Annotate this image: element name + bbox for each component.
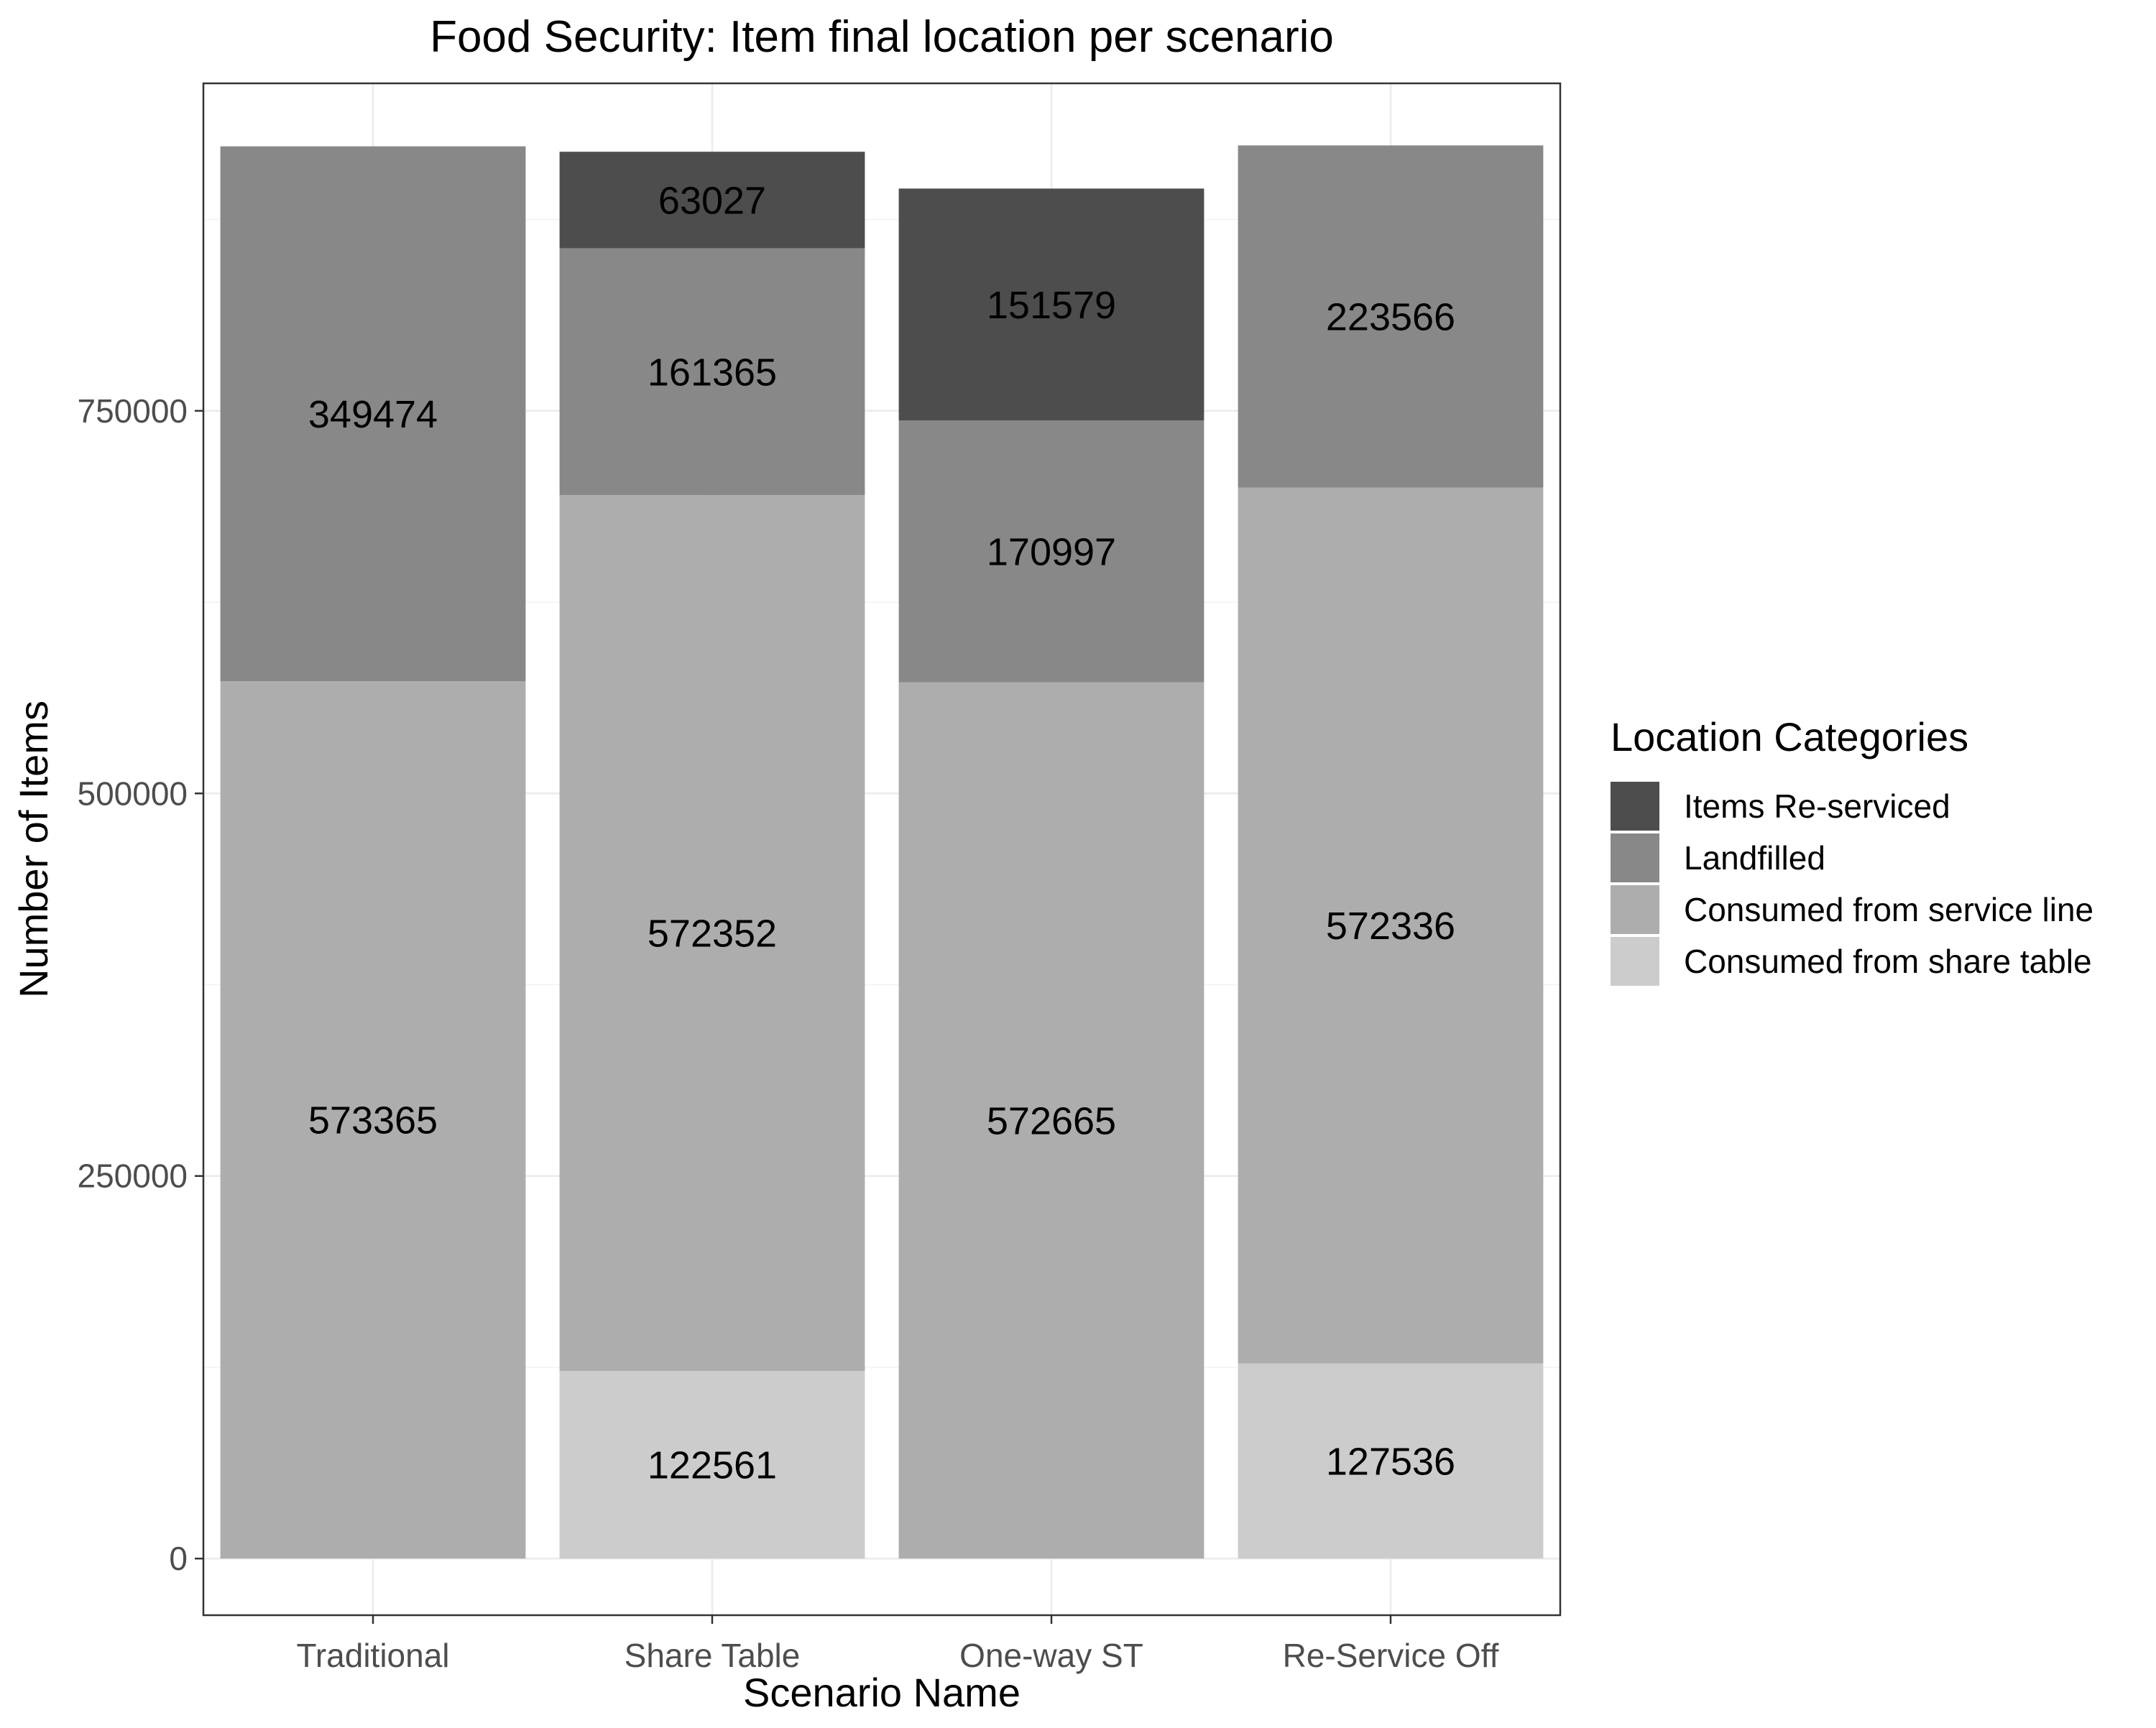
data-label: 573365: [308, 1099, 438, 1142]
legend-label: Landfilled: [1684, 839, 1825, 877]
bar-segment: [898, 682, 1204, 1559]
x-tick-label: Re-Service Off: [1283, 1637, 1499, 1674]
data-label: 223566: [1326, 295, 1455, 338]
y-tick-label: 0: [169, 1540, 188, 1577]
plot-panel-border: [202, 82, 1562, 1617]
x-tick-label: One-way ST: [959, 1637, 1143, 1674]
x-tick-label: Share Table: [625, 1637, 801, 1674]
chart-title: Food Security: Item final location per s…: [430, 12, 1334, 62]
x-axis-title: Scenario Name: [743, 1670, 1021, 1715]
legend-label: Consumed from service line: [1684, 891, 2093, 928]
legend-key: [1611, 782, 1659, 831]
y-tick-label: 500000: [78, 775, 188, 812]
y-tick-label: 750000: [78, 392, 188, 430]
legend: Location Categories Items Re-serviced Lan…: [1611, 714, 2093, 986]
data-label: 572665: [987, 1099, 1116, 1142]
data-labels: 573365 349474 122561 572352 161365 63027 57266…: [308, 179, 1455, 1487]
legend-key: [1611, 833, 1659, 882]
legend-label: Items Re-serviced: [1684, 787, 1950, 825]
data-label: 572336: [1326, 905, 1455, 948]
legend-key: [1611, 885, 1659, 934]
data-label: 151579: [987, 284, 1116, 327]
data-label: 161365: [648, 351, 777, 394]
legend-label: Consumed from share table: [1684, 943, 2092, 980]
bar-segment: [220, 146, 526, 682]
data-label: 127536: [1326, 1440, 1455, 1483]
bar-segment: [559, 152, 865, 249]
legend-key: [1611, 937, 1659, 986]
bar-segment: [898, 420, 1204, 683]
y-axis: 0 250000 500000 750000: [78, 392, 203, 1577]
bar-segment: [1238, 1363, 1544, 1559]
data-label: 63027: [658, 179, 766, 222]
data-label: 170997: [987, 530, 1116, 573]
y-axis-title: Number of Items: [11, 701, 56, 998]
bar-segment: [220, 681, 526, 1559]
bar-segment: [559, 248, 865, 496]
data-label: 122561: [648, 1444, 777, 1487]
bar-segment: [559, 495, 865, 1372]
data-label: 572352: [648, 912, 777, 956]
bar-segment: [1238, 145, 1544, 488]
y-tick-label: 250000: [78, 1158, 188, 1195]
bar-segment: [898, 188, 1204, 421]
bar-segment: [1238, 487, 1544, 1364]
x-axis: Traditional Share Table One-way ST Re-Servi…: [296, 1615, 1499, 1674]
bar-segment: [559, 1371, 865, 1559]
bars: [220, 145, 1544, 1559]
legend-title: Location Categories: [1611, 714, 1968, 759]
data-label: 349474: [308, 393, 438, 436]
x-tick-label: Traditional: [296, 1637, 449, 1674]
